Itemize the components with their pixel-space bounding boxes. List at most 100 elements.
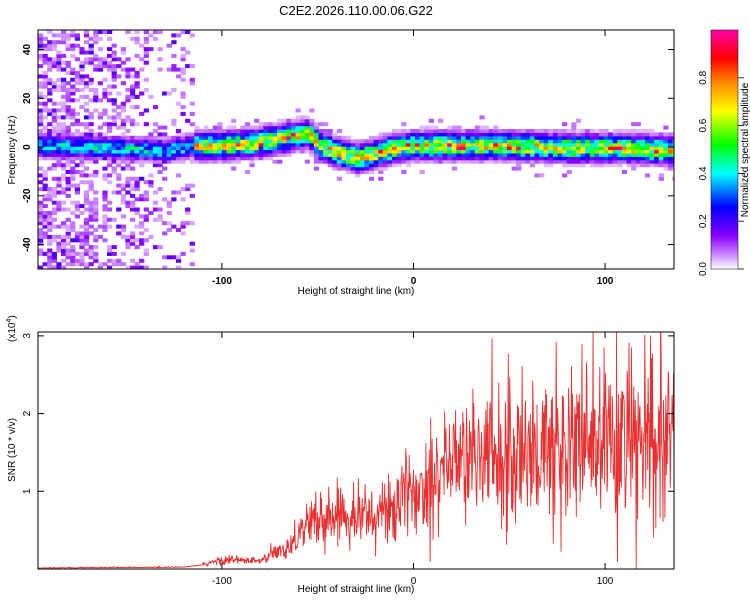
spectrogram-cell-1107	[198, 135, 205, 140]
spectrogram-cell-852	[139, 135, 145, 140]
spectrogram-cell-1686	[438, 118, 444, 123]
spectrogram-cell-1655	[428, 152, 434, 157]
spectrogram-cell-2065	[598, 135, 605, 140]
spectrogram-cell-712	[120, 193, 126, 198]
spectrogram-cell-2078	[603, 129, 609, 133]
spectrogram-cell-108	[47, 190, 53, 195]
spectrogram-cell-22	[38, 146, 44, 151]
spectrogram-cell-1882	[525, 149, 531, 154]
spectrogram-cell-83	[42, 71, 48, 75]
spectrogram-cell-1253	[258, 122, 264, 127]
spectrogram-cell-1977	[566, 170, 572, 174]
spectrogram-cell-404	[79, 173, 85, 178]
spectrogram-cell-1214	[244, 139, 251, 144]
spectrogram-cell-1185	[231, 129, 237, 133]
spectrogram-cell-1251	[258, 129, 264, 133]
spectrogram-cell-676	[111, 50, 117, 55]
spectrogram-cell-600	[102, 122, 108, 127]
spectrogram-cell-610	[102, 30, 108, 34]
spectrogram-cell-711	[120, 197, 126, 202]
spectrogram-cell-46	[38, 33, 44, 38]
spectrogram-cell-1139	[212, 132, 218, 137]
spectrogram-cell-432	[84, 248, 90, 253]
spectrogram-cell-2089	[612, 163, 618, 168]
spectrogram-cell-1896	[529, 139, 536, 144]
spectrogram-cell-1936	[548, 152, 554, 157]
spectrogram-cell-961	[162, 139, 168, 144]
spectrogram-cell-1149	[217, 135, 223, 140]
spectrogram-cell-306	[65, 47, 71, 52]
spectrogram-cell-331	[70, 149, 76, 154]
spectrogram-cell-1133	[212, 152, 218, 157]
spectrogram-cell-1939	[548, 142, 554, 147]
spectrogram-cell-1990	[571, 159, 577, 164]
spectrogram-cell-1659	[428, 139, 434, 144]
spectrogram-cell-337	[70, 122, 76, 127]
spectrogram-cell-197	[56, 149, 62, 154]
spectrogram-cell-1645	[424, 149, 430, 154]
spectrogram-cell-1597	[401, 129, 407, 133]
spectrogram-cell-1676	[438, 159, 444, 164]
spectrogram-cell-682	[116, 207, 122, 212]
spectrogram-cell-1047	[180, 53, 186, 58]
spectrogram-cell-1982	[566, 149, 572, 154]
spectrogram-cell-1640	[419, 129, 425, 133]
spectrogram-cell-1283	[272, 132, 278, 137]
spectrogram-cell-1693	[442, 139, 448, 144]
spectrogram-cell-1715	[451, 139, 457, 144]
spectrogram-cell-1436	[336, 166, 342, 171]
spectrogram-cell-989	[171, 152, 177, 157]
spectrogram-cell-7	[38, 228, 44, 232]
spectrogram-cell-1760	[470, 129, 476, 133]
spectrogram-cell-1875	[520, 139, 526, 144]
spectrogram-cell-50	[42, 231, 48, 236]
spectrogram-cell-791	[130, 122, 136, 127]
spectrogram-cell-706	[120, 234, 126, 239]
spectrogram-cell-514	[93, 255, 99, 260]
spectrogram-cell-639	[107, 67, 113, 72]
spectrogram-cell-491	[88, 156, 94, 161]
spectrogram-cell-88	[42, 43, 48, 48]
spectrogram-cell-1150	[217, 132, 223, 137]
spectrogram-cell-1840	[507, 146, 513, 151]
spectrogram-cell-326	[70, 170, 76, 174]
spectrogram-cell-1257	[263, 146, 269, 151]
spectrogram-cell-1879	[525, 159, 531, 164]
spectrogram-y-tick-label-1: -20	[22, 188, 33, 203]
spectrogram-cell-1031	[180, 156, 186, 161]
spectrogram-cell-2107	[617, 139, 623, 144]
spectrogram-cell-1803	[488, 132, 494, 137]
spectrogram-cell-391	[79, 262, 85, 267]
spectrogram-cell-1675	[433, 125, 439, 130]
spectrogram-cell-112	[47, 152, 53, 157]
spectrogram-cell-1026	[180, 224, 186, 229]
spectrogram-cell-1888	[525, 129, 531, 133]
spectrogram-cell-2099	[612, 129, 618, 133]
spectrogram-cell-1598	[401, 122, 407, 127]
spectrogram-cell-2171	[644, 159, 651, 164]
spectrogram-cell-784	[130, 156, 136, 161]
spectrogram-cell-2001	[571, 122, 577, 127]
spectrogram-cell-880	[143, 108, 149, 113]
spectrogram-cell-191	[56, 180, 62, 185]
spectrogram-cell-1973	[562, 135, 568, 140]
spectrogram-cell-796	[130, 88, 136, 92]
spectrogram-cell-577	[102, 262, 108, 267]
spectrogram-cell-1093	[194, 146, 200, 151]
spectrogram-cell-984	[171, 224, 177, 229]
spectrogram-cell-1767	[474, 139, 480, 144]
spectrogram-cell-2223	[663, 135, 669, 140]
spectrogram-cell-1599	[405, 163, 411, 168]
spectrogram-cell-666	[111, 101, 117, 106]
spectrogram-cell-1918	[539, 139, 545, 144]
spectrogram-cell-2105	[617, 146, 623, 151]
spectrogram-cell-1563	[387, 135, 393, 140]
spectrogram-cell-2060	[598, 152, 605, 157]
spectrogram-cell-1448	[341, 163, 347, 168]
spectrogram-cell-680	[116, 231, 122, 236]
spectrogram-cell-406	[79, 163, 85, 168]
spectrogram-cell-1361	[304, 129, 310, 133]
spectrogram-cell-437	[84, 228, 90, 232]
spectrogram-cell-915	[152, 152, 159, 157]
snr-y-tick-label-1: 2	[22, 410, 33, 416]
